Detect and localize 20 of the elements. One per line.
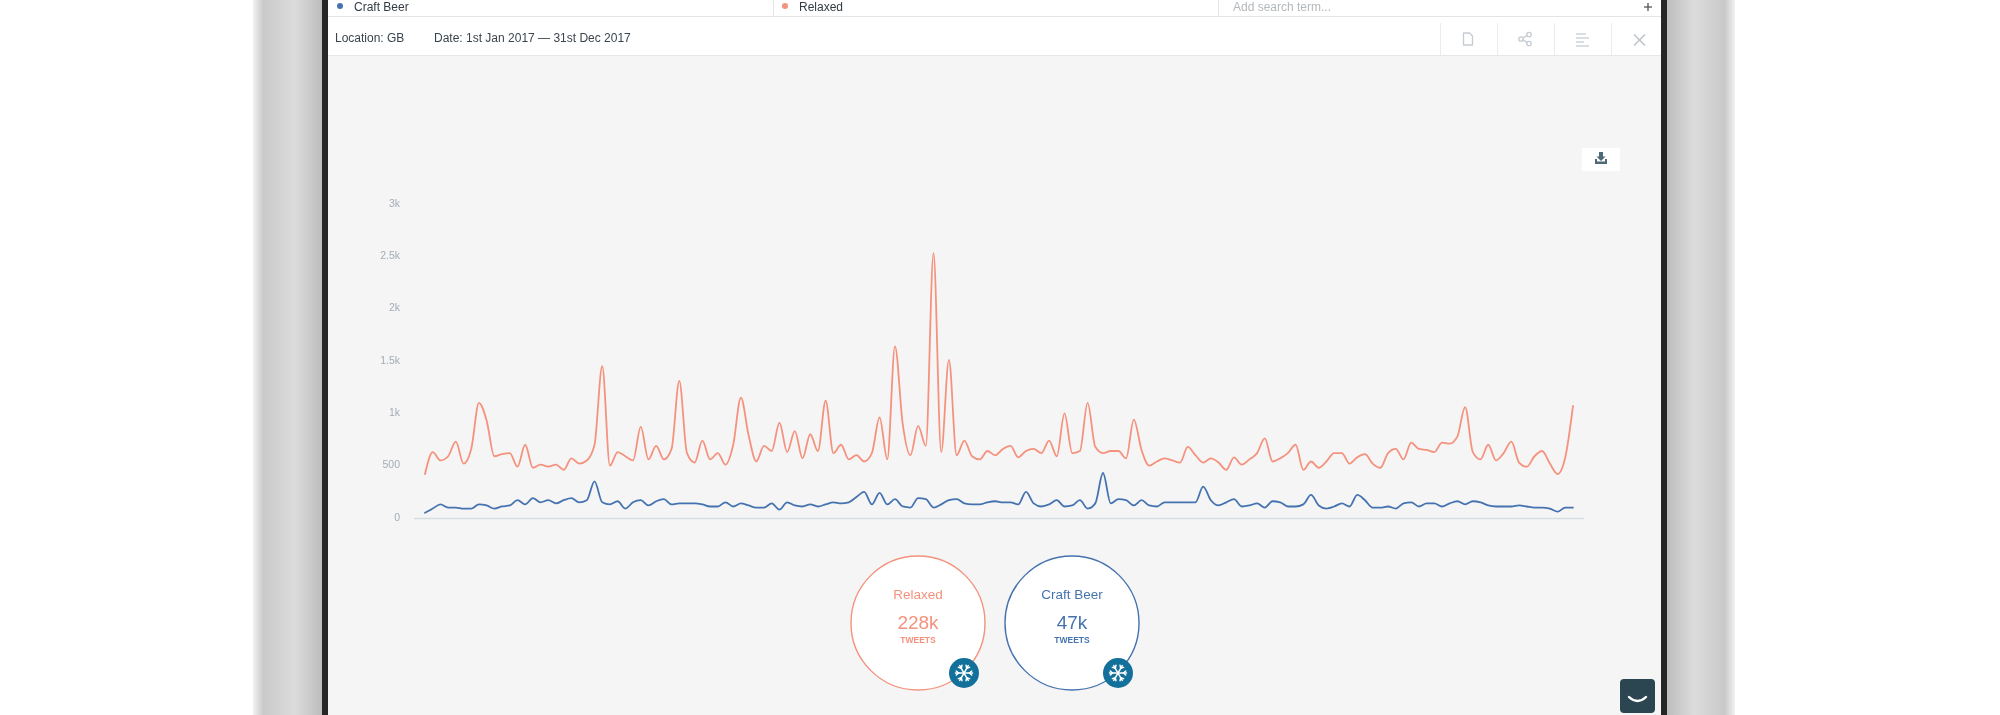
text: Location: GB xyxy=(335,31,405,45)
y-tick-label: 1k xyxy=(388,406,401,419)
y-tick-label: 500 xyxy=(382,458,401,471)
y-tick-label: 2k xyxy=(388,301,401,314)
text: 228k xyxy=(897,612,940,633)
legend-label: Craft Beer xyxy=(354,0,409,14)
line-series xyxy=(424,472,1574,514)
y-tick-label: 1.5k xyxy=(380,353,401,366)
text: Date: 1st Jan 2017 — 31st Dec 2017 xyxy=(434,31,632,45)
text: TWEETS xyxy=(900,635,937,645)
text: TWEETS xyxy=(1054,635,1091,645)
text: Relaxed xyxy=(893,587,943,602)
y-tick-label: 0 xyxy=(394,510,401,523)
y-tick-label: 2.5k xyxy=(380,249,401,262)
legend-label: Relaxed xyxy=(799,0,844,14)
text: Craft Beer xyxy=(1041,587,1103,602)
text: Add search term... xyxy=(1233,0,1332,14)
y-tick-label: 3k xyxy=(388,196,401,209)
text: 47k xyxy=(1056,612,1088,633)
line-series xyxy=(424,252,1574,475)
